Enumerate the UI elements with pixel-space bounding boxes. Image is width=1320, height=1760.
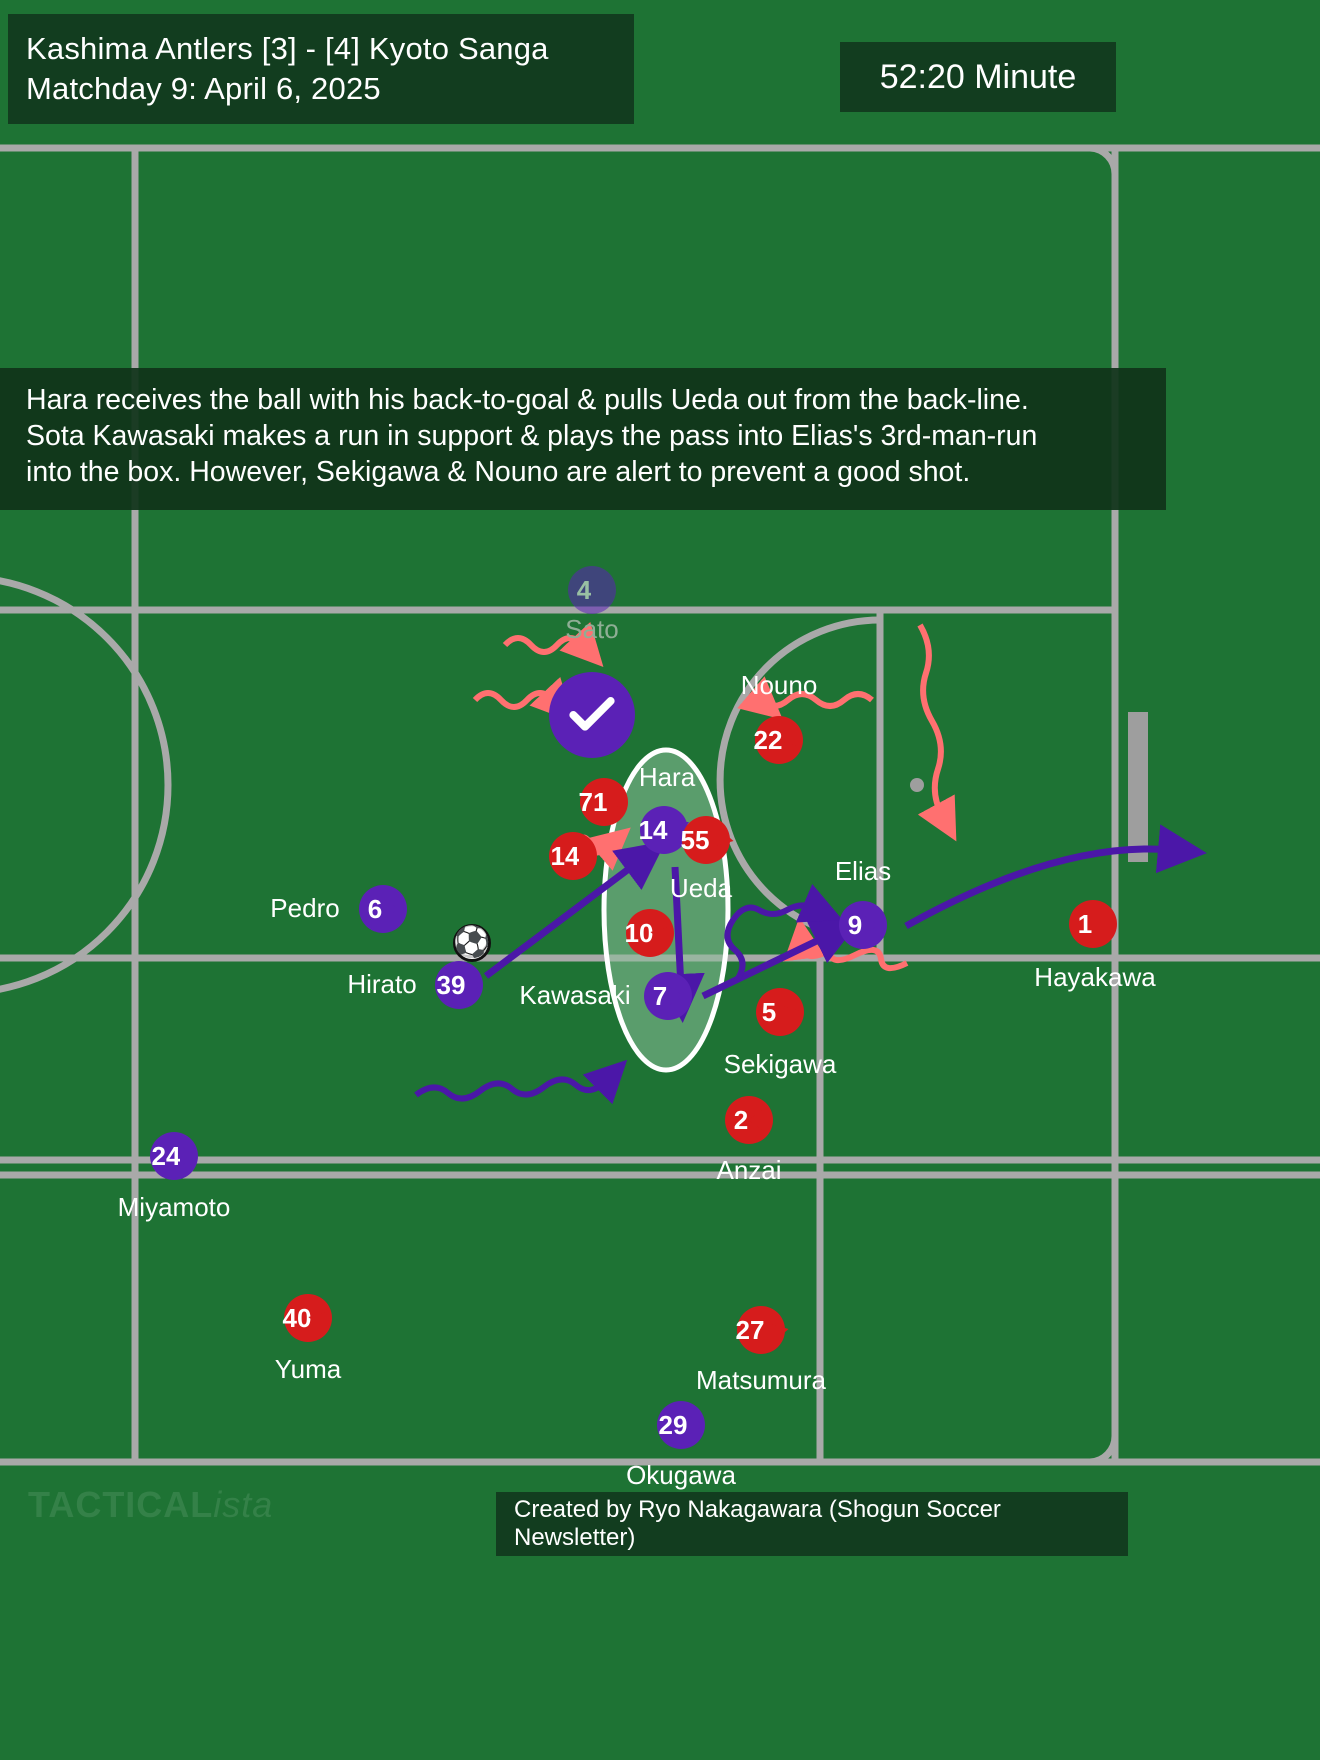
player-number: 39 [436, 970, 466, 1000]
player-facing-nub-icon [862, 914, 879, 936]
player-number: 71 [578, 787, 608, 817]
player-facing-nub-icon [382, 898, 399, 920]
player-token-elias[interactable]: 9 [839, 901, 887, 949]
player-label-anzai: Anzai [716, 1155, 782, 1185]
player-number: 2 [733, 1105, 749, 1135]
clock-label: 52:20 Minute [879, 57, 1077, 96]
player-label-elias: Elias [834, 856, 892, 886]
player-facing-nub-icon [1092, 913, 1109, 935]
player-label-miyamoto: Miyamoto [117, 1192, 231, 1222]
player-token-sato[interactable]: 4 [568, 566, 616, 614]
press-arrows [472, 621, 604, 722]
player-label-hayakawa: Hayakawa [1034, 962, 1156, 992]
player-facing-nub-icon [773, 998, 801, 1026]
player-label-nouno: Nouno [740, 670, 818, 700]
player-token-n71[interactable]: 71 [578, 778, 633, 826]
player-token-nouno[interactable]: 22 [753, 716, 808, 764]
pitch-graphic [0, 140, 1320, 1470]
tacticalista-watermark: TACTICALista [28, 1484, 273, 1526]
player-facing-nub-icon [748, 1109, 765, 1131]
player-token-matsumura[interactable]: 27 [735, 1306, 790, 1354]
player-number: 10 [624, 918, 654, 948]
player-label-ueda: Ueda [669, 873, 733, 903]
credit-label: Created by Ryo Nakagawara (Shogun Soccer… [514, 1496, 1001, 1551]
player-label-pedro: Pedro [270, 893, 340, 923]
player-label-sato: Sato [565, 614, 619, 644]
player-token-sekigawa[interactable]: 5 [756, 988, 804, 1036]
player-token-n55[interactable]: 55 [680, 816, 735, 864]
watermark-bold: TACTICAL [28, 1484, 214, 1525]
player-number: 7 [652, 981, 668, 1011]
player-facing-nub-icon [687, 1414, 704, 1436]
player-number: 9 [847, 910, 863, 940]
player-token-hara[interactable]: 14 [638, 806, 690, 854]
press-arrow-nouno-curve [917, 623, 957, 842]
player-number: 6 [367, 894, 383, 924]
player-facing-nub-icon [579, 845, 596, 867]
player-number: 4 [576, 575, 592, 605]
soccer-ball-icon: ⚽ [453, 924, 491, 962]
player-facing-nub-icon [465, 974, 482, 996]
annotation-panel: Hara receives the ball with his back-to-… [0, 368, 1166, 510]
player-number: 40 [282, 1303, 312, 1333]
player-token-hirato[interactable]: 39 [435, 961, 483, 1009]
player-facing-nub-icon [667, 985, 684, 1007]
player-number: 14 [638, 815, 668, 845]
annotation-line-3: into the box. However, Sekigawa & Nouno … [26, 456, 971, 488]
player-label-matsumura: Matsumura [695, 1365, 827, 1395]
player-token-miyamoto[interactable]: 24 [150, 1132, 198, 1180]
match-title: Kashima Antlers [3] - [4] Kyoto Sanga [26, 31, 549, 66]
player-token-anzai[interactable]: 2 [725, 1096, 773, 1144]
player-label-kawasaki: Kawasaki [519, 980, 631, 1010]
player-number: 14 [550, 841, 580, 871]
check-icon [549, 672, 635, 758]
player-token-hayakawa[interactable]: 1 [1069, 900, 1117, 948]
player-token-yuma[interactable]: 40 [282, 1294, 337, 1342]
pass-arrows [483, 824, 1207, 1023]
run-arrows [414, 883, 843, 1105]
player-facing-nub-icon [591, 579, 608, 601]
player-label-okugawa: Okugawa [626, 1460, 736, 1490]
annotation-line-1: Hara receives the ball with his back-to-… [26, 384, 1029, 416]
annotation-line-2: Sota Kawasaki makes a run in support & p… [26, 420, 1038, 452]
player-token-pedro[interactable]: 6 [359, 885, 407, 933]
press-arrow-right-to-55 [737, 676, 874, 720]
credit-box: Created by Ryo Nakagawara (Shogun Soccer… [496, 1492, 1128, 1556]
player-label-hara: Hara [638, 762, 696, 792]
player-label-sekigawa: Sekigawa [723, 1049, 837, 1079]
player-token-kawasaki[interactable]: 7 [644, 972, 692, 1020]
player-label-yuma: Yuma [274, 1354, 342, 1384]
player-number: 22 [753, 725, 783, 755]
player-token-n14[interactable]: 14 [549, 832, 597, 880]
player-token-ueda[interactable]: 10 [624, 909, 679, 957]
player-number: 29 [658, 1410, 688, 1440]
player-number: 1 [1077, 909, 1093, 939]
watermark-italic: ista [213, 1484, 274, 1525]
match-title-box: Kashima Antlers [3] - [4] Kyoto Sanga Ma… [8, 14, 634, 124]
player-number: 24 [151, 1141, 181, 1171]
player-number: 27 [735, 1315, 765, 1345]
player-token-okugawa[interactable]: 29 [657, 1401, 705, 1449]
player-number: 55 [680, 825, 710, 855]
player-label-hirato: Hirato [347, 969, 417, 999]
player-facing-nub-icon [180, 1145, 197, 1167]
clock-box: 52:20 Minute [840, 42, 1116, 112]
matchday-label: Matchday 9: April 6, 2025 [26, 71, 381, 106]
